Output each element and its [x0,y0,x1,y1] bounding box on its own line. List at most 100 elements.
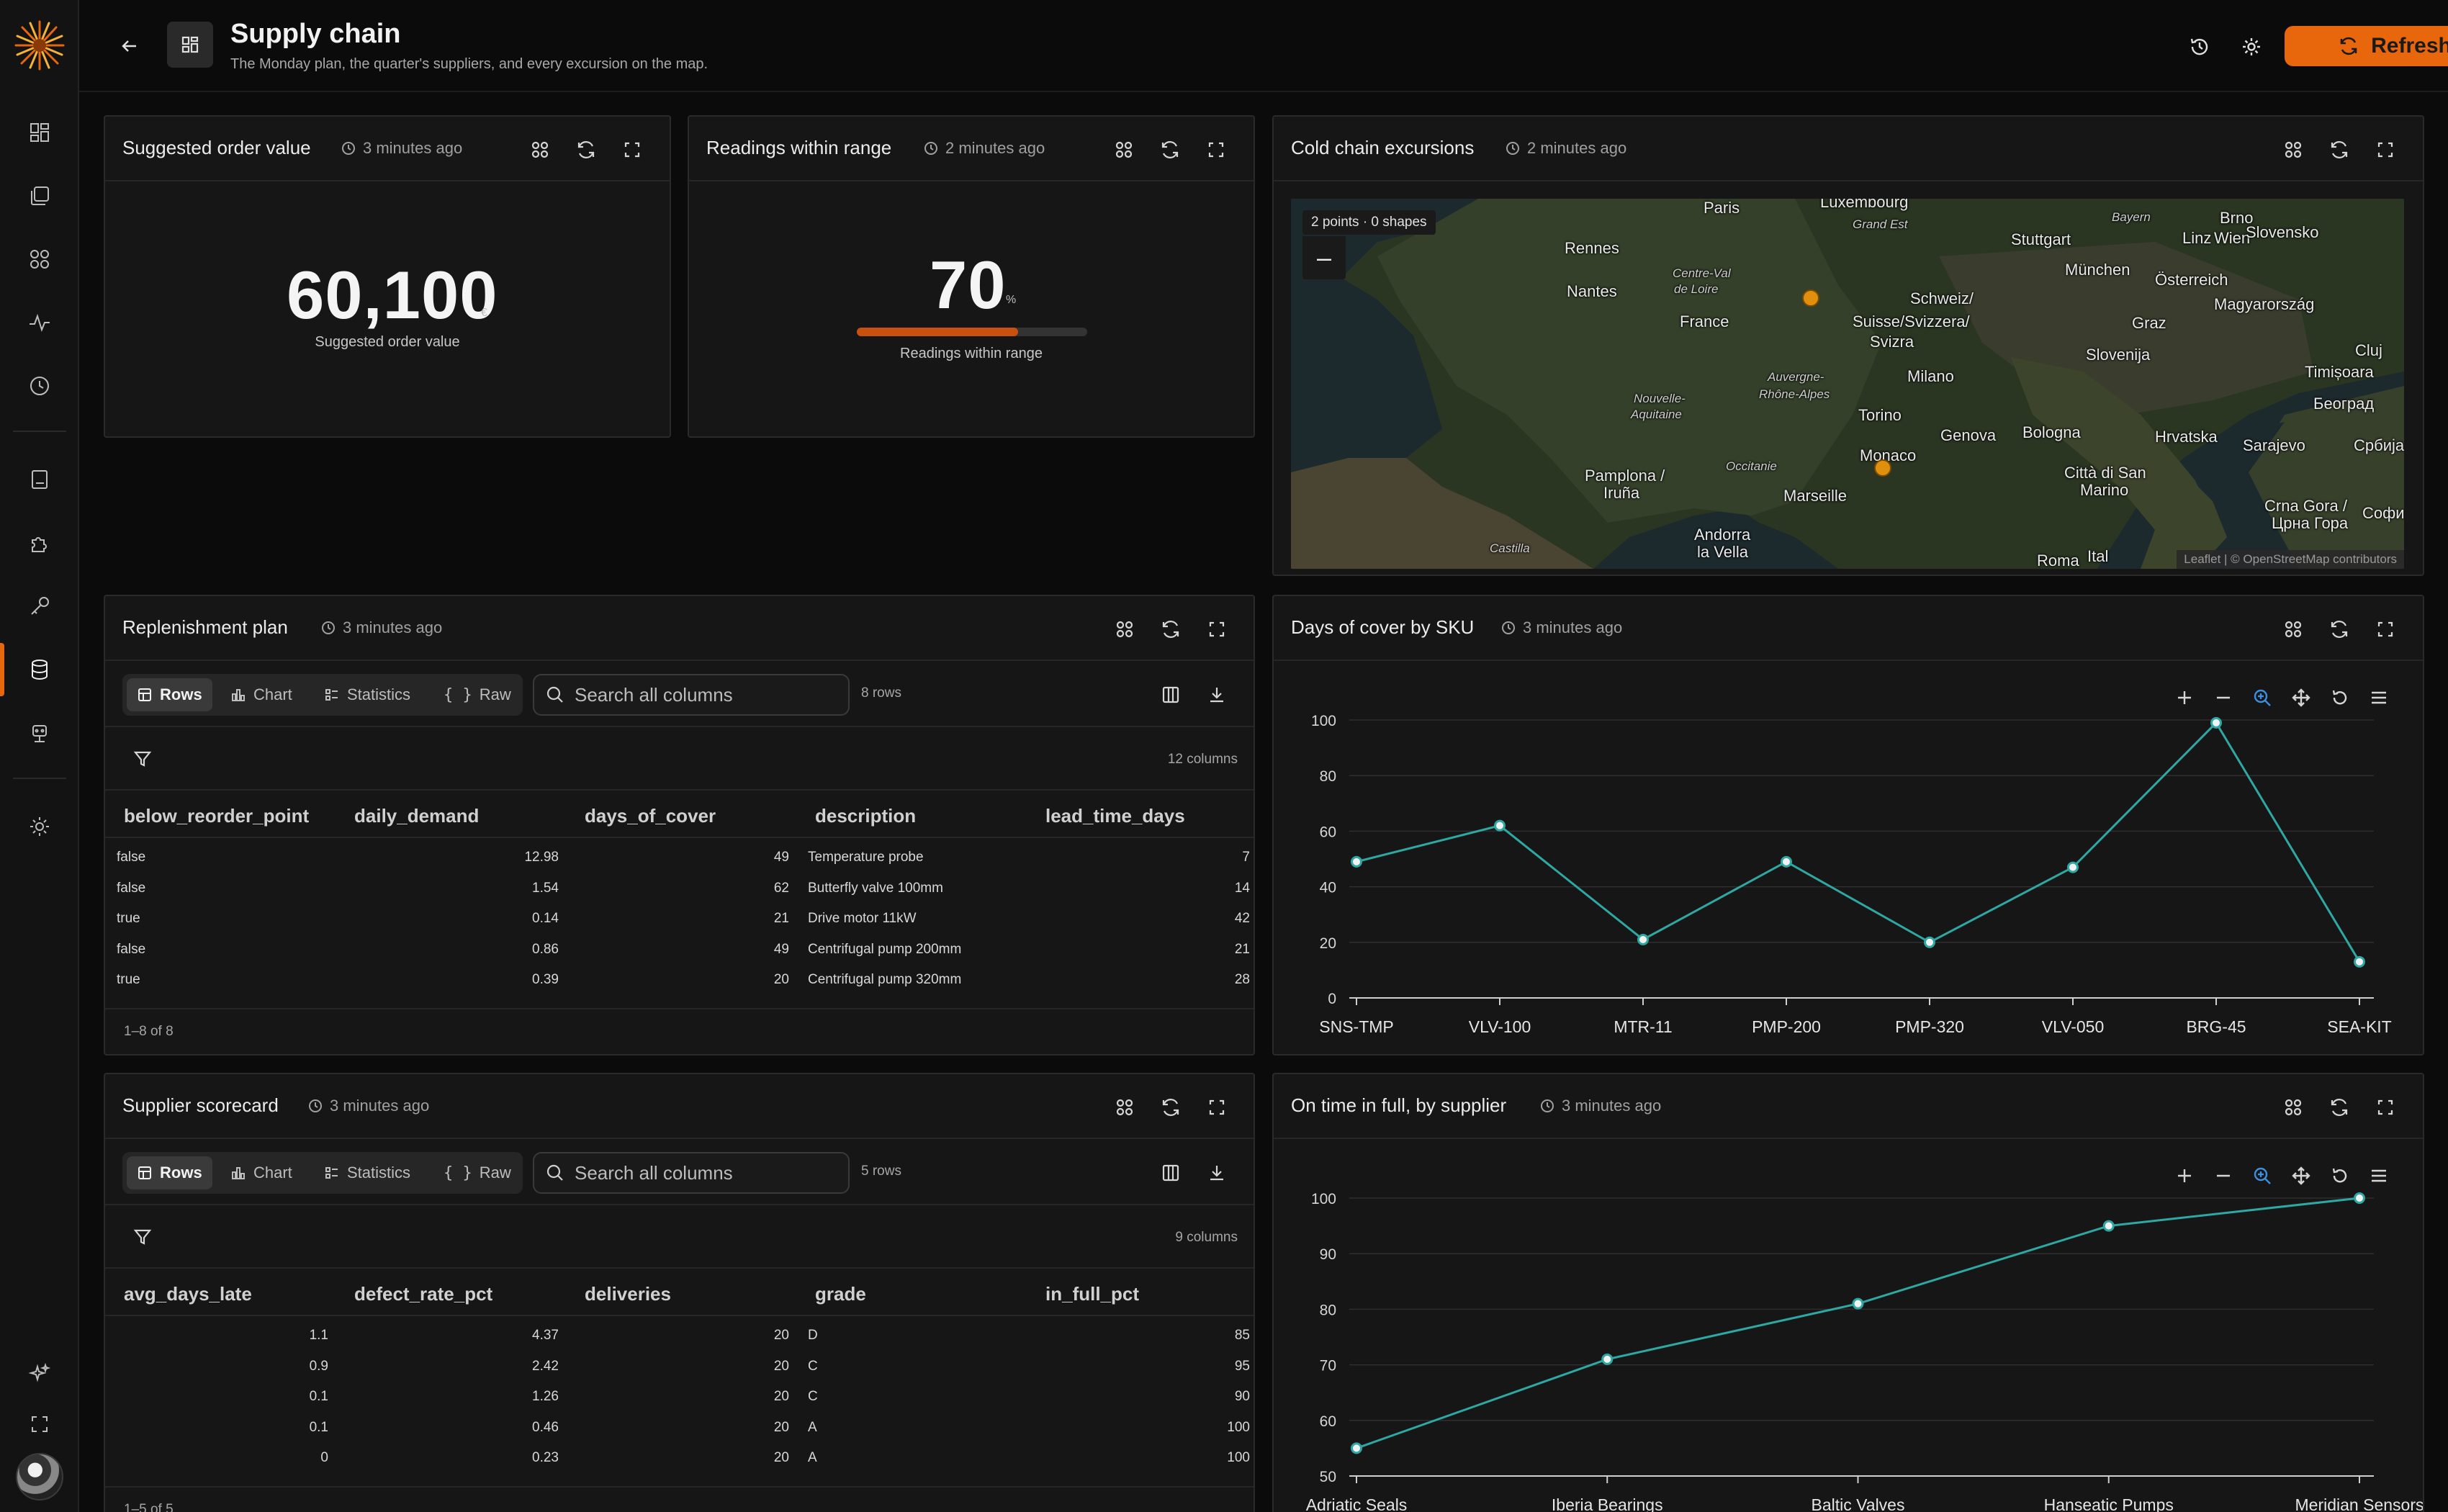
data-point[interactable] [2102,1220,2115,1232]
panel-expand-button[interactable] [2370,613,2401,645]
search-input[interactable] [575,1161,834,1184]
chart-menu-button[interactable] [2367,1164,2391,1188]
data-point[interactable] [1637,933,1649,945]
reset-zoom-button[interactable] [2328,685,2352,710]
search-input[interactable] [575,683,834,706]
column-header[interactable]: in_full_pct [1045,1283,1140,1305]
table-row[interactable]: false 0.86 49 Centrifugal pump 200mm 21 [105,936,1254,966]
otif-chart[interactable]: 50 60 70 80 90 100 Adriatic Seals Iberia Bearin… [1274,1074,2423,1512]
map-canvas[interactable]: 2 points · 0 shapes – Paris Luxembourg G… [1291,199,2404,569]
panel-expand-button[interactable] [1200,134,1232,166]
columns-button[interactable] [1155,1157,1187,1189]
column-header[interactable]: daily_demand [354,805,480,827]
map-attribution[interactable]: Leaflet | © OpenStreetMap contributors [2177,550,2404,569]
settings-icon[interactable] [19,806,60,847]
activity-icon[interactable] [19,302,60,343]
panel-expand-button[interactable] [1201,1092,1233,1123]
avatar[interactable] [16,1453,63,1500]
data-point[interactable] [1351,855,1362,868]
data-point[interactable] [1351,1442,1362,1454]
panel-expand-button[interactable] [2370,134,2401,166]
zoom-out-button[interactable] [2211,1164,2236,1188]
tab-raw[interactable]: { } Raw [444,1164,511,1182]
reset-zoom-button[interactable] [2328,1164,2352,1188]
panel-refresh-button[interactable] [1154,134,1186,166]
table-row[interactable]: 0 0.23 20 A 100 [105,1444,1254,1475]
fullscreen-icon[interactable] [19,1404,60,1444]
tab-statistics[interactable]: Statistics [314,1156,420,1189]
data-point[interactable] [1601,1353,1614,1365]
panel-refresh-button[interactable] [570,134,602,166]
column-header[interactable]: defect_rate_pct [354,1283,493,1305]
map-point-marker[interactable] [1802,289,1819,307]
panel-nodes-button[interactable] [1109,1092,1140,1123]
tab-chart[interactable]: Chart [220,678,302,711]
table-row[interactable]: false 1.54 62 Butterfly valve 100mm 14 [105,875,1254,905]
pan-button[interactable] [2289,685,2313,710]
app-logo-icon[interactable] [13,19,66,72]
table-row[interactable]: true 0.14 21 Drive motor 11kW 42 [105,905,1254,935]
column-header[interactable]: avg_days_late [124,1283,252,1305]
sparkle-icon[interactable] [19,1354,60,1394]
filter-button[interactable] [127,1221,158,1253]
panel-expand-button[interactable] [616,134,648,166]
data-point[interactable] [2067,861,2079,873]
table-row[interactable]: 1.1 4.37 20 D 85 [105,1322,1254,1352]
column-header[interactable]: lead_time_days [1045,805,1185,827]
refresh-button[interactable]: Refresh [2285,26,2448,66]
collections-icon[interactable] [19,176,60,216]
history-button[interactable] [2182,29,2218,65]
data-point[interactable] [1781,855,1792,868]
column-header[interactable]: days_of_cover [585,805,716,827]
nodes-icon[interactable] [19,239,60,279]
map-zoom-out-button[interactable]: – [1302,236,1346,279]
zoom-out-button[interactable] [2211,685,2236,710]
notebook-icon[interactable] [19,459,60,500]
tab-chart[interactable]: Chart [220,1156,302,1189]
column-header[interactable]: grade [815,1283,866,1305]
table-row[interactable]: 0.1 0.46 20 A 100 [105,1414,1254,1444]
pan-button[interactable] [2289,1164,2313,1188]
panel-refresh-button[interactable] [1155,1092,1187,1123]
panel-nodes-button[interactable] [2277,1092,2309,1123]
search-box[interactable] [533,674,850,716]
data-point[interactable] [1924,936,1935,948]
panel-refresh-button[interactable] [2323,613,2355,645]
columns-button[interactable] [1155,679,1187,711]
table-row[interactable]: false 12.98 49 Temperature probe 7 [105,844,1254,874]
panel-refresh-button[interactable] [2323,1092,2355,1123]
data-point[interactable] [2210,716,2222,729]
map-point-marker[interactable] [1874,459,1891,477]
data-point[interactable] [1852,1297,1864,1310]
keys-icon[interactable] [19,586,60,626]
panel-nodes-button[interactable] [2277,134,2309,166]
download-button[interactable] [1201,1157,1233,1189]
panel-refresh-button[interactable] [2323,134,2355,166]
data-point[interactable] [2354,1192,2365,1204]
tab-raw[interactable]: { } Raw [444,685,511,704]
column-header[interactable]: deliveries [585,1283,671,1305]
days-of-cover-chart[interactable]: 0 20 40 60 80 100 SNS-TMP VLV-100 MTR-11 PMP-200 P… [1274,596,2423,1054]
panel-refresh-button[interactable] [1155,613,1187,645]
search-box[interactable] [533,1152,850,1194]
chart-menu-button[interactable] [2367,685,2391,710]
tab-rows[interactable]: Rows [127,1156,212,1189]
panel-expand-button[interactable] [1201,613,1233,645]
download-button[interactable] [1201,679,1233,711]
data-point[interactable] [1494,819,1506,832]
table-row[interactable]: 0.1 1.26 20 C 90 [105,1383,1254,1413]
panel-nodes-button[interactable] [1109,613,1140,645]
data-icon[interactable] [19,649,60,690]
zoom-in-button[interactable] [2172,685,2197,710]
history-icon[interactable] [19,366,60,406]
panel-nodes-button[interactable] [1108,134,1140,166]
data-point[interactable] [2354,955,2365,968]
table-row[interactable]: 0.9 2.42 20 C 95 [105,1353,1254,1383]
zoom-in-button[interactable] [2172,1164,2197,1188]
table-row[interactable]: true 0.39 20 Centrifugal pump 320mm 28 [105,966,1254,996]
zoom-select-button[interactable] [2250,685,2274,710]
settings-button[interactable] [2233,29,2269,65]
filter-button[interactable] [127,743,158,775]
zoom-select-button[interactable] [2250,1164,2274,1188]
tab-statistics[interactable]: Statistics [314,678,420,711]
